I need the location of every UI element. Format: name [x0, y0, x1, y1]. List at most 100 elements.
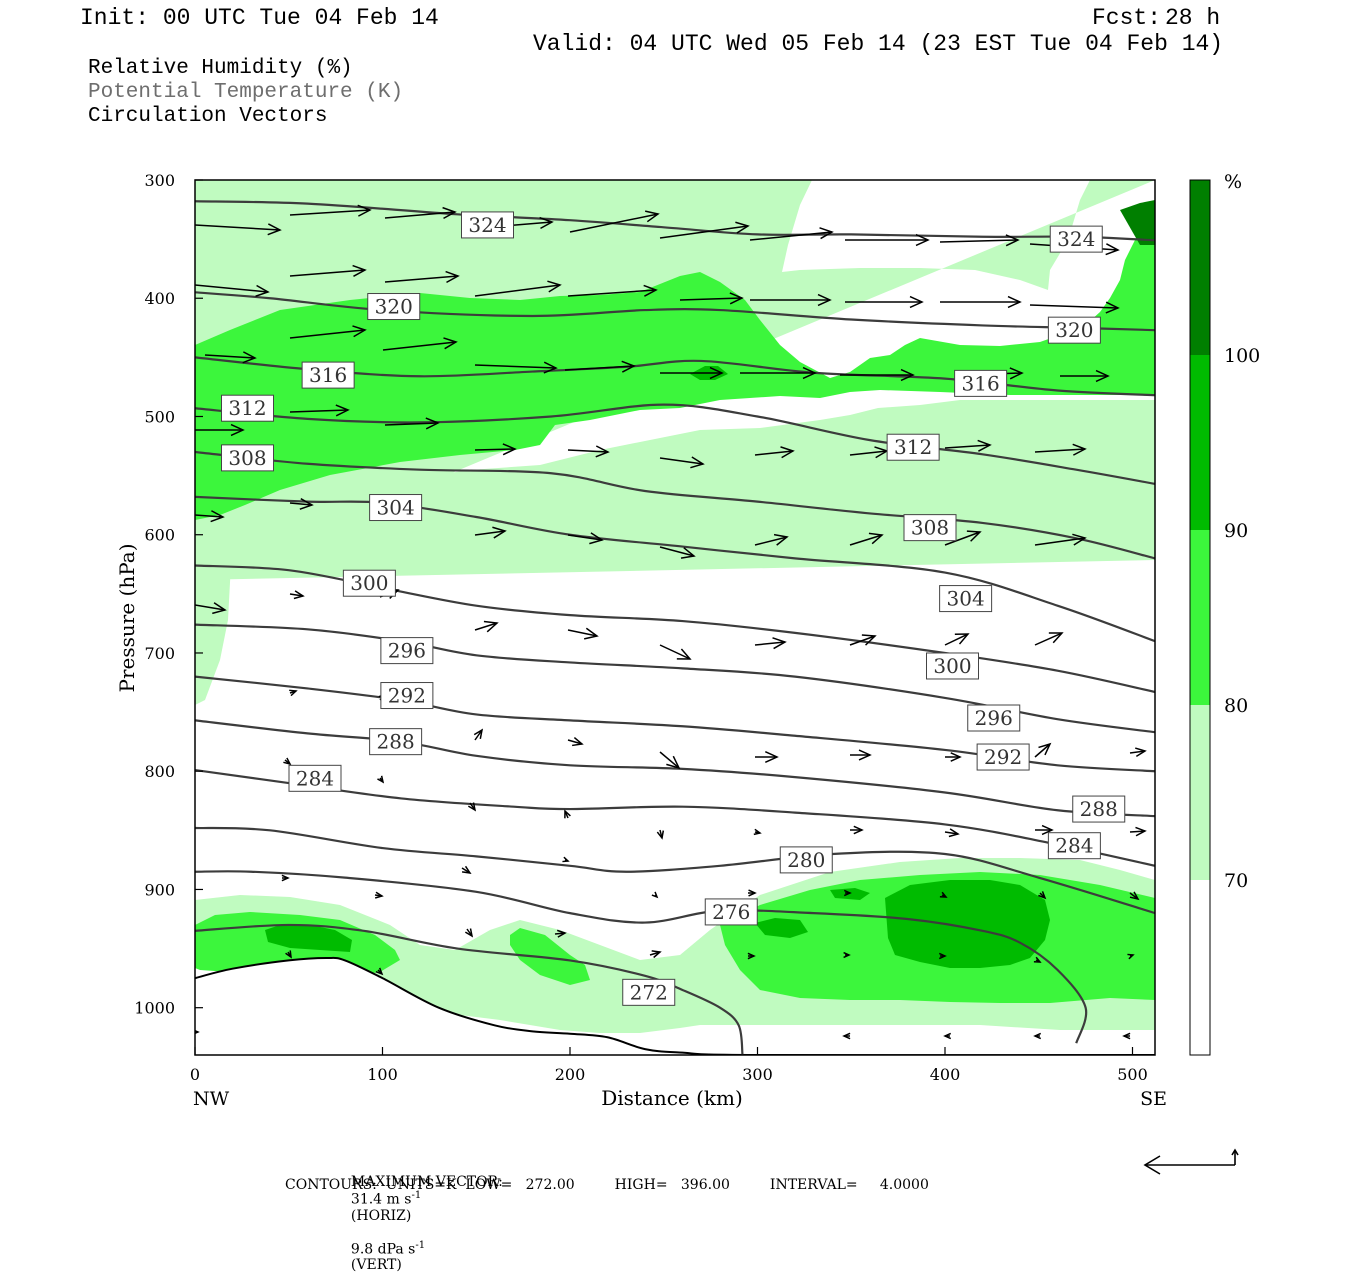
circulation-vector — [939, 891, 948, 898]
contour-label-312: 312 — [894, 435, 932, 459]
rh-100-region — [1120, 200, 1155, 245]
contour-label-box — [221, 444, 274, 472]
contour-label-324: 324 — [1057, 227, 1095, 251]
rh-90-region-lower — [265, 880, 1050, 968]
x-tick-label: 300 — [742, 1065, 773, 1084]
circulation-vector — [944, 439, 992, 452]
circulation-vector — [749, 227, 834, 241]
circulation-vector — [1034, 742, 1052, 758]
circulation-vector — [204, 351, 257, 364]
contour-label-box — [903, 514, 957, 542]
circulation-vector — [750, 293, 832, 307]
contour-label-box — [622, 978, 676, 1006]
contour-label-box — [380, 637, 434, 665]
circulation-vector — [569, 210, 660, 233]
max-horiz-unit: (HORIZ) — [350, 1207, 412, 1224]
contour-label-box — [288, 764, 342, 792]
circulation-vector — [649, 950, 662, 959]
circulation-vector — [474, 280, 562, 297]
colorbar-unit: % — [1224, 171, 1242, 193]
footer-max-vector: MAXIMUM VECTOR: 31.4 m s-1 (HORIZ) 9.8 d… — [342, 1158, 503, 1273]
circulation-vector — [754, 446, 795, 459]
plot-frame — [194, 179, 1156, 1056]
contour-label-box — [367, 293, 421, 321]
circulation-vector — [747, 952, 756, 960]
circulation-vector — [754, 533, 789, 546]
contour-label-304: 304 — [377, 496, 415, 520]
circulation-vector — [850, 825, 864, 835]
circulation-vector — [1129, 891, 1140, 901]
circulation-vector — [740, 366, 817, 380]
circulation-vector — [1038, 891, 1047, 900]
isentrope-272 — [195, 923, 744, 1055]
contour-label-300: 300 — [350, 571, 388, 595]
circulation-vector — [651, 891, 659, 899]
contour-label-296: 296 — [388, 639, 426, 663]
circulation-vector — [195, 284, 270, 297]
circulation-vector — [195, 510, 225, 523]
y-tick-label: 300 — [144, 171, 175, 190]
circulation-vector — [281, 874, 290, 882]
circulation-vectors — [195, 204, 1147, 1040]
circulation-vector — [567, 532, 604, 545]
contour-label-292: 292 — [984, 745, 1022, 769]
circulation-vector — [1034, 533, 1087, 546]
max-vector-label: MAXIMUM VECTOR: — [350, 1174, 503, 1190]
contour-label-288: 288 — [1080, 797, 1118, 821]
circulation-vector — [374, 891, 384, 899]
rh-70-region-left — [195, 535, 232, 705]
rh-80-region-upper — [195, 235, 1155, 520]
contour-label-308: 308 — [228, 446, 266, 470]
circulation-vector — [850, 749, 872, 761]
circulation-vector — [659, 644, 692, 660]
circulation-vector — [845, 295, 924, 309]
y-tick-label: 500 — [144, 407, 175, 426]
contour-label-316: 316 — [309, 363, 347, 387]
circulation-vector — [567, 445, 610, 458]
circulation-vector — [660, 366, 724, 380]
max-vert-value: 9.8 dPa s — [350, 1241, 416, 1258]
contour-label-292: 292 — [388, 684, 426, 708]
contour-label-280: 280 — [787, 848, 825, 872]
contour-label-box — [939, 585, 993, 613]
circulation-vector — [1034, 632, 1064, 646]
circulation-vector — [567, 627, 599, 640]
legend-theta: Potential Temperature (K) — [88, 81, 404, 104]
colorbar-label-70: 70 — [1224, 870, 1248, 892]
reference-vector-icon — [1143, 1148, 1239, 1175]
contour-label-304: 304 — [947, 587, 985, 611]
circulation-vector — [289, 264, 367, 277]
circulation-vector — [195, 423, 245, 437]
colorbar-70 — [1190, 705, 1210, 880]
contour-label-box — [779, 846, 833, 874]
circulation-vector — [842, 1032, 851, 1040]
circulation-vector — [1122, 1032, 1131, 1040]
contour-label-296: 296 — [975, 706, 1013, 730]
x-tick-label: 500 — [1117, 1065, 1148, 1084]
y-axis: 300 400 500 600 700 800 900 1000 — [134, 171, 203, 1018]
circulation-vector — [849, 634, 877, 646]
y-tick-label: 600 — [144, 526, 175, 545]
contour-label-box — [301, 361, 355, 389]
contour-label-box — [976, 743, 1030, 771]
circulation-vector — [1034, 443, 1087, 456]
circulation-vector — [754, 637, 787, 650]
circulation-vector — [289, 404, 350, 417]
circulation-vector — [474, 361, 558, 374]
y-tick-label: 800 — [144, 762, 175, 781]
circulation-vector — [753, 828, 762, 836]
colorbar-below — [1190, 880, 1210, 1055]
circulation-vector — [474, 443, 517, 456]
x-tick-label: 0 — [190, 1065, 200, 1084]
contour-label-box — [954, 369, 1008, 397]
contour-label-box — [1049, 225, 1103, 253]
circulation-vector — [679, 292, 744, 305]
circulation-vector — [656, 829, 665, 840]
circulation-vector — [377, 775, 385, 784]
circulation-vector — [562, 856, 570, 863]
circulation-vector — [944, 530, 982, 546]
circulation-vector — [195, 223, 282, 236]
contour-label-box — [380, 682, 434, 710]
contour-label-300: 300 — [933, 654, 971, 678]
